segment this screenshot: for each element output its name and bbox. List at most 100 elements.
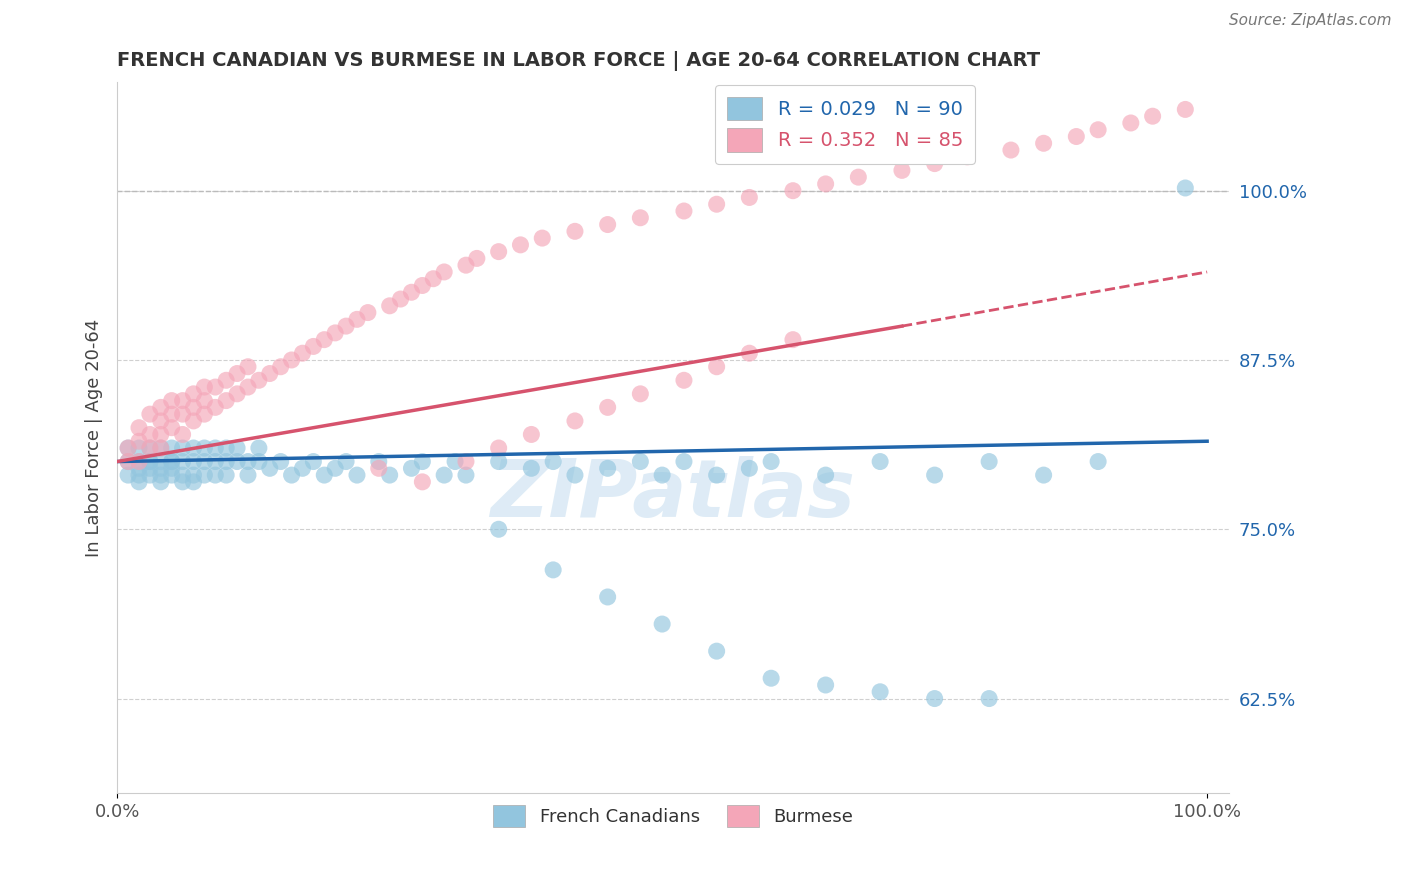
- Point: [869, 454, 891, 468]
- Point: [596, 461, 619, 475]
- Point: [706, 197, 728, 211]
- Point: [247, 373, 270, 387]
- Point: [509, 238, 531, 252]
- Point: [160, 454, 183, 468]
- Point: [183, 468, 205, 483]
- Point: [596, 218, 619, 232]
- Point: [149, 441, 172, 455]
- Point: [1066, 129, 1088, 144]
- Point: [520, 427, 543, 442]
- Point: [117, 441, 139, 455]
- Point: [183, 475, 205, 489]
- Text: FRENCH CANADIAN VS BURMESE IN LABOR FORCE | AGE 20-64 CORRELATION CHART: FRENCH CANADIAN VS BURMESE IN LABOR FORC…: [117, 51, 1040, 70]
- Point: [1119, 116, 1142, 130]
- Point: [564, 224, 586, 238]
- Point: [117, 441, 139, 455]
- Point: [433, 265, 456, 279]
- Point: [433, 468, 456, 483]
- Point: [149, 441, 172, 455]
- Point: [139, 454, 162, 468]
- Point: [172, 407, 194, 421]
- Point: [1032, 136, 1054, 151]
- Point: [454, 258, 477, 272]
- Point: [531, 231, 554, 245]
- Text: Source: ZipAtlas.com: Source: ZipAtlas.com: [1229, 13, 1392, 29]
- Point: [378, 468, 401, 483]
- Point: [782, 184, 804, 198]
- Point: [183, 401, 205, 415]
- Point: [193, 407, 215, 421]
- Point: [193, 393, 215, 408]
- Point: [139, 441, 162, 455]
- Point: [160, 454, 183, 468]
- Point: [259, 367, 281, 381]
- Point: [215, 393, 238, 408]
- Point: [117, 468, 139, 483]
- Point: [846, 170, 869, 185]
- Point: [1032, 468, 1054, 483]
- Point: [401, 285, 423, 300]
- Point: [672, 454, 695, 468]
- Point: [139, 454, 162, 468]
- Point: [128, 454, 150, 468]
- Point: [128, 461, 150, 475]
- Point: [291, 461, 314, 475]
- Point: [346, 468, 368, 483]
- Point: [782, 333, 804, 347]
- Point: [128, 468, 150, 483]
- Point: [454, 468, 477, 483]
- Point: [1000, 143, 1022, 157]
- Point: [323, 326, 346, 340]
- Point: [323, 461, 346, 475]
- Point: [183, 414, 205, 428]
- Point: [270, 454, 292, 468]
- Point: [314, 333, 336, 347]
- Point: [128, 475, 150, 489]
- Point: [183, 387, 205, 401]
- Point: [139, 407, 162, 421]
- Point: [520, 461, 543, 475]
- Point: [628, 387, 651, 401]
- Point: [346, 312, 368, 326]
- Point: [335, 454, 357, 468]
- Point: [488, 441, 510, 455]
- Point: [465, 252, 488, 266]
- Point: [204, 401, 226, 415]
- Point: [172, 393, 194, 408]
- Point: [128, 420, 150, 434]
- Point: [139, 427, 162, 442]
- Point: [259, 461, 281, 475]
- Point: [149, 475, 172, 489]
- Point: [706, 644, 728, 658]
- Point: [149, 461, 172, 475]
- Point: [814, 177, 837, 191]
- Legend: French Canadians, Burmese: French Canadians, Burmese: [485, 797, 860, 834]
- Point: [979, 454, 1001, 468]
- Point: [869, 685, 891, 699]
- Point: [924, 468, 946, 483]
- Point: [193, 441, 215, 455]
- Point: [204, 380, 226, 394]
- Point: [564, 468, 586, 483]
- Point: [706, 359, 728, 374]
- Point: [160, 468, 183, 483]
- Point: [149, 427, 172, 442]
- Point: [183, 441, 205, 455]
- Point: [128, 454, 150, 468]
- Point: [1142, 109, 1164, 123]
- Point: [117, 454, 139, 468]
- Point: [1174, 181, 1197, 195]
- Y-axis label: In Labor Force | Age 20-64: In Labor Force | Age 20-64: [86, 318, 103, 557]
- Point: [204, 441, 226, 455]
- Point: [193, 454, 215, 468]
- Point: [226, 454, 249, 468]
- Point: [1087, 122, 1109, 136]
- Point: [302, 339, 325, 353]
- Point: [335, 319, 357, 334]
- Point: [160, 420, 183, 434]
- Point: [367, 461, 389, 475]
- Point: [215, 454, 238, 468]
- Point: [226, 441, 249, 455]
- Point: [247, 454, 270, 468]
- Point: [160, 407, 183, 421]
